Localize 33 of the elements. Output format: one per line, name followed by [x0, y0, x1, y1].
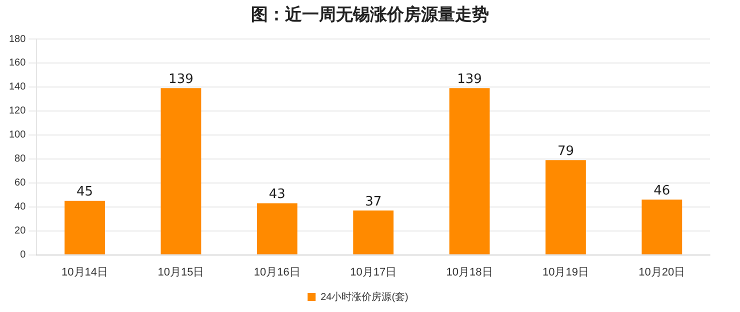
bar [642, 200, 682, 254]
bar [546, 160, 586, 254]
data-label: 139 [168, 72, 194, 88]
y-tick-label: 60 [14, 178, 26, 189]
bar [353, 210, 394, 254]
legend-label: 24小时涨价房源(套) [320, 290, 408, 303]
x-tick-label: 10月14日 [62, 266, 108, 278]
chart-title: 图：近一周无锡涨价房源量走势 [250, 4, 490, 27]
y-tick-label: 80 [14, 154, 26, 165]
bar [256, 203, 298, 254]
data-label: 139 [457, 72, 482, 88]
y-tick-label: 120 [8, 106, 26, 117]
bar [160, 88, 202, 254]
x-tick-label: 10月18日 [446, 266, 493, 278]
y-tick-label: 140 [8, 82, 26, 93]
bar [449, 88, 490, 254]
y-tick-label: 100 [8, 130, 26, 141]
y-tick-label: 180 [8, 34, 26, 45]
y-tick-label: 160 [8, 58, 26, 69]
data-label: 46 [654, 184, 670, 199]
data-label: 45 [76, 184, 94, 200]
data-label: 37 [365, 194, 382, 210]
data-label: 43 [268, 187, 286, 202]
y-tick-label: 20 [14, 226, 26, 237]
y-tick-label: 0 [20, 250, 26, 261]
x-tick-label: 10月16日 [254, 266, 300, 278]
y-tick-label: 40 [14, 202, 26, 213]
x-tick-label: 10月20日 [638, 266, 686, 278]
x-tick-label: 10月15日 [158, 266, 204, 278]
x-tick-label: 10月19日 [542, 266, 589, 278]
data-label: 79 [557, 144, 574, 159]
bar [64, 200, 105, 254]
x-tick-label: 10月17日 [350, 266, 397, 278]
